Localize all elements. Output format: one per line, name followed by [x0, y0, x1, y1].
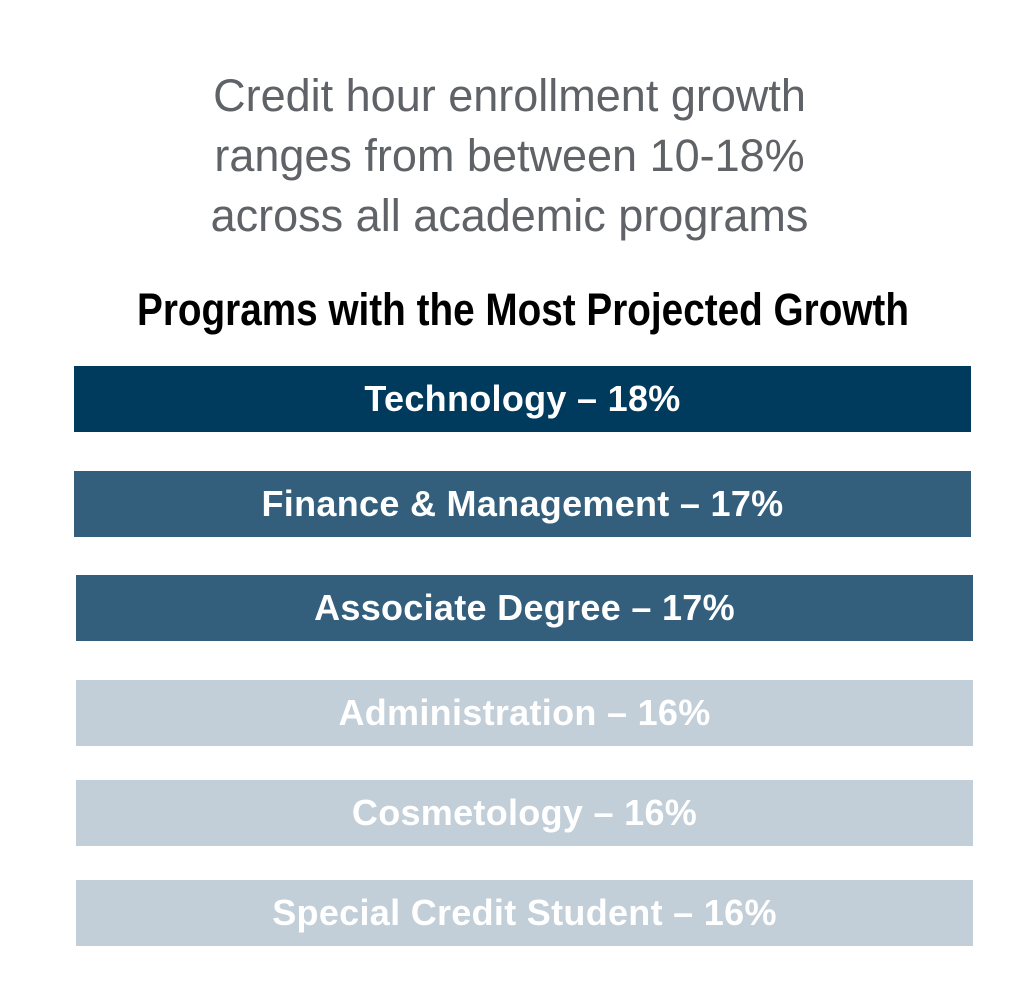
- program-bar-administration: Administration – 16%: [76, 680, 973, 746]
- program-label: Cosmetology – 16%: [351, 792, 698, 833]
- program-bar-cosmetology: Cosmetology – 16%: [76, 780, 973, 846]
- program-bar-associate-degree: Associate Degree – 17%: [76, 575, 973, 641]
- program-label: Technology – 18%: [364, 378, 681, 419]
- program-label: Associate Degree – 17%: [314, 587, 735, 628]
- program-label: Finance & Management – 17%: [261, 483, 784, 524]
- program-label: Special Credit Student – 16%: [272, 892, 777, 933]
- program-label: Administration – 16%: [338, 692, 711, 733]
- program-bar-finance-management: Finance & Management – 17%: [74, 471, 971, 537]
- headline-line-2: ranges from between 10-18%: [214, 130, 805, 181]
- section-title: Programs with the Most Projected Growth: [137, 284, 909, 335]
- headline: Credit hour enrollment growth ranges fro…: [0, 66, 1019, 246]
- headline-line-3: across all academic programs: [210, 190, 809, 241]
- headline-line-1: Credit hour enrollment growth: [213, 70, 806, 121]
- program-bar-special-credit-student: Special Credit Student – 16%: [76, 880, 973, 946]
- program-bar-technology: Technology – 18%: [74, 366, 971, 432]
